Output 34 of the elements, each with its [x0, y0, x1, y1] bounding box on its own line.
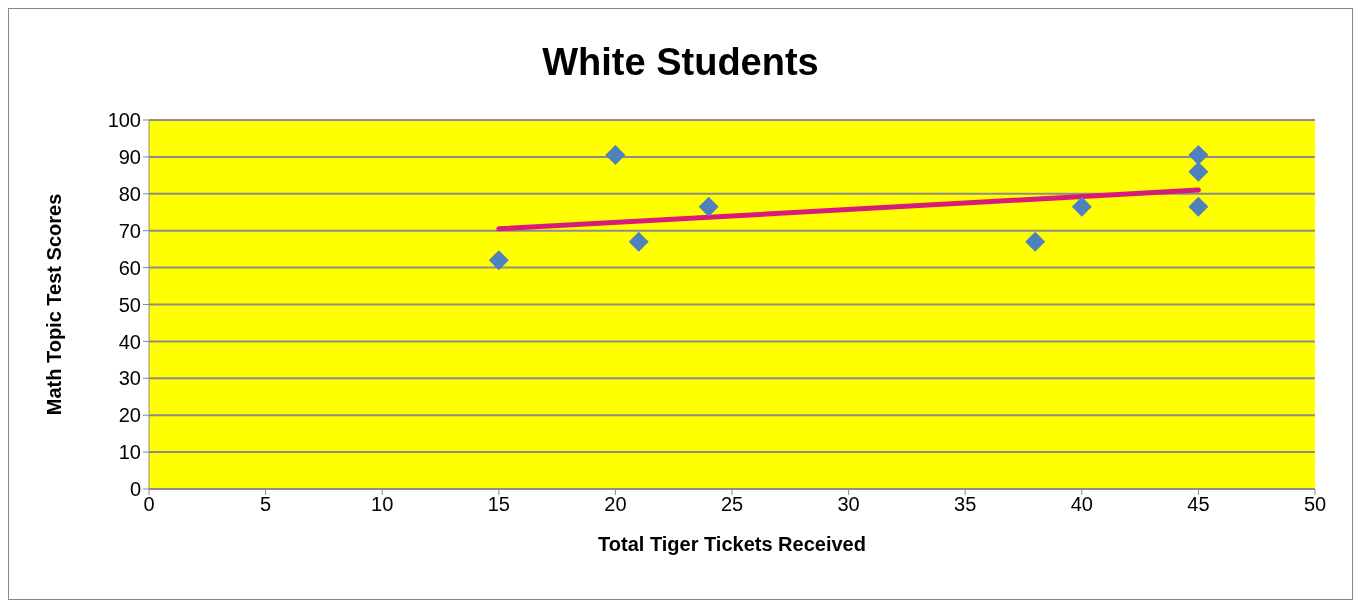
point — [488, 250, 509, 271]
x-tick-label: 5 — [260, 493, 272, 516]
point — [605, 145, 626, 166]
y-tick-label: 50 — [118, 293, 141, 316]
y-tick-label: 70 — [118, 219, 141, 242]
y-tick-label: 30 — [118, 367, 141, 390]
x-tick-label: 20 — [604, 493, 627, 516]
y-tick-label: 60 — [118, 256, 141, 279]
x-tick-label: 40 — [1070, 493, 1093, 516]
x-tick-label: 0 — [143, 493, 155, 516]
point — [698, 196, 719, 217]
chart-title: White Students — [541, 41, 820, 84]
x-tick-label: 15 — [487, 493, 510, 516]
point — [628, 231, 649, 252]
y-tick-label: 20 — [118, 404, 141, 427]
point — [1025, 231, 1046, 252]
x-tick-label: 25 — [720, 493, 744, 516]
y-tick-label: 0 — [129, 478, 141, 501]
y-tick-label: 90 — [118, 146, 141, 168]
x-tick-label: 35 — [954, 493, 977, 516]
x-tick-label: 45 — [1187, 493, 1210, 516]
point — [1071, 196, 1092, 217]
point — [1188, 145, 1209, 166]
point — [1188, 196, 1209, 217]
x-tick-label: 10 — [371, 493, 394, 516]
point — [1188, 161, 1209, 182]
x-tick-label: 30 — [837, 493, 860, 516]
y-tick-label: 80 — [118, 182, 141, 205]
y-tick-label: 100 — [107, 109, 141, 132]
x-tick-label: 50 — [1303, 493, 1327, 516]
y-axis-title: Math Topic Test Scores — [43, 193, 66, 416]
x-axis-title: Total Tiger Tickets Received — [598, 533, 866, 555]
y-tick-label: 40 — [118, 330, 141, 353]
y-tick-label: 10 — [118, 441, 141, 464]
